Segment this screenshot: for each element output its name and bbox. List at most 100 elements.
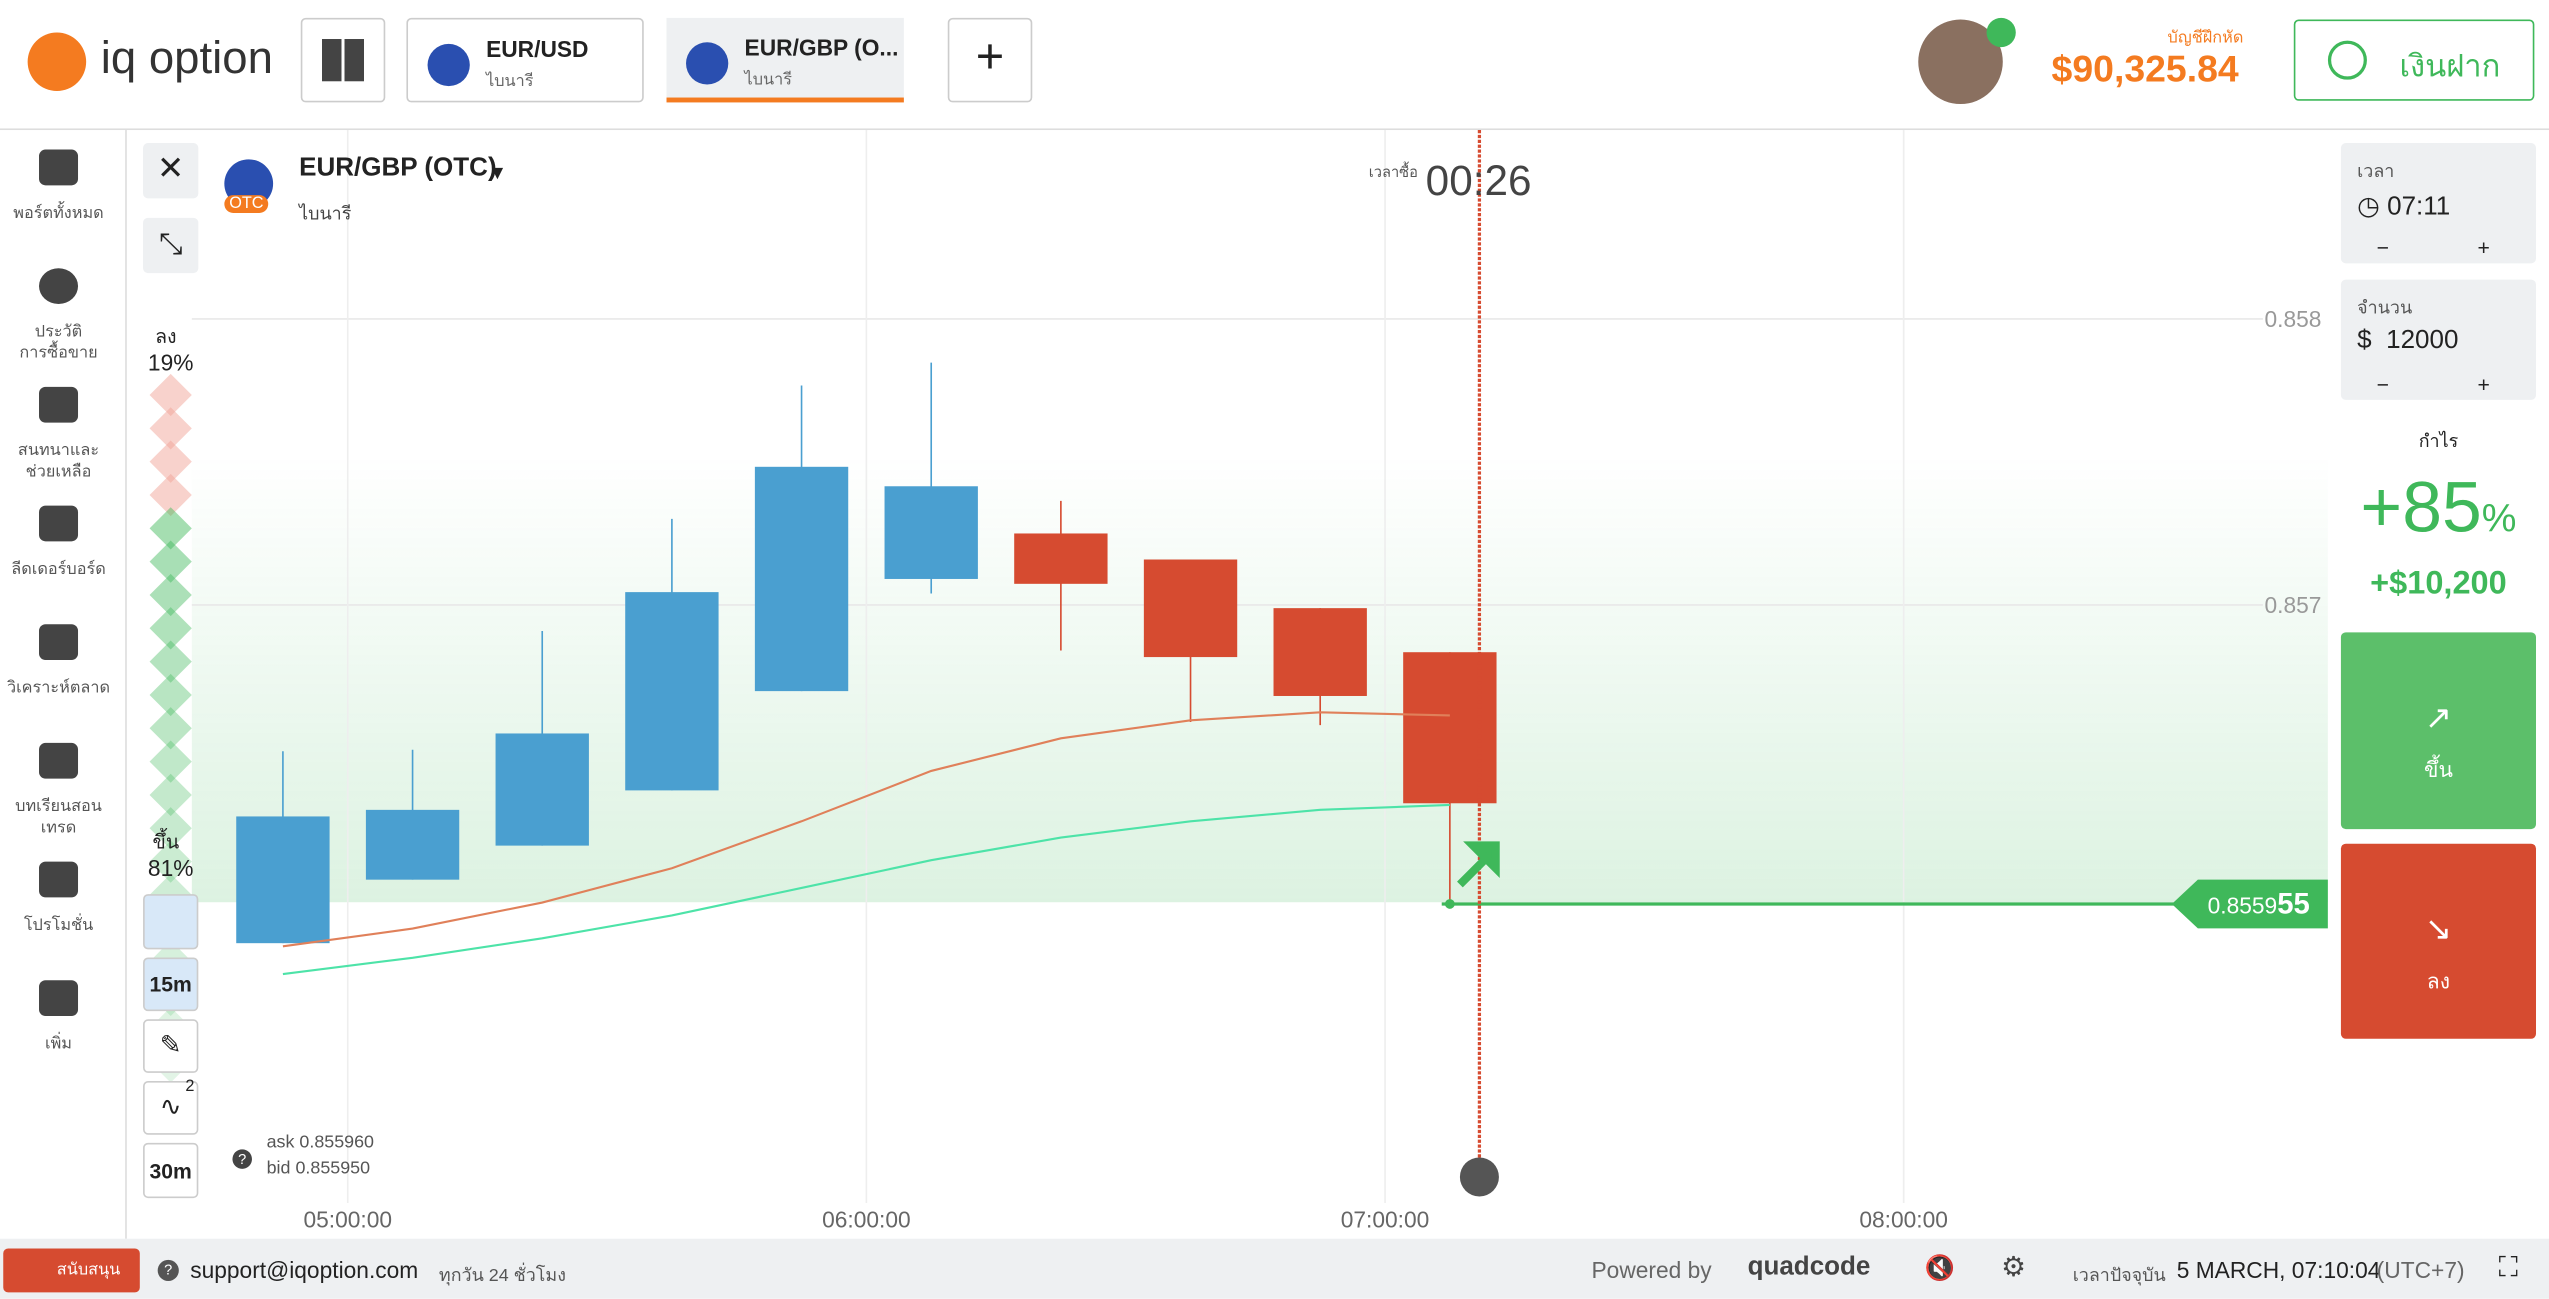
indicators[interactable]: ∿: [143, 1081, 199, 1135]
grid-icon: [321, 39, 365, 82]
candle-body: [1403, 652, 1497, 804]
asset-type: ไบนารี: [299, 204, 352, 225]
support-email[interactable]: support@iqoption.com: [190, 1256, 419, 1283]
sidebar-item[interactable]: บทเรียนสอนเทรด: [15, 798, 102, 838]
tab-name: EUR/USD: [486, 35, 589, 62]
profit-number: +85: [2360, 468, 2482, 548]
sidebar-icon: [39, 980, 79, 1017]
account-label: บัญชีฝึกหัด: [2167, 29, 2244, 48]
support-hours: ทุกวัน 24 ชั่วโมง: [438, 1266, 566, 1286]
profit-label: กำไร: [2418, 432, 2459, 452]
asset-caret[interactable]: ▼: [487, 160, 508, 184]
sidebar-item[interactable]: พอร์ตทั้งหมด: [13, 204, 104, 223]
mute[interactable]: 🔇: [1924, 1254, 1956, 1283]
down-icon: ↘: [2424, 911, 2453, 948]
timer-label: เวลาซื้อ: [1368, 164, 1418, 181]
bid-value: 0.855950: [295, 1159, 371, 1179]
time-plus[interactable]: +: [2477, 235, 2490, 261]
help-icon[interactable]: ?: [232, 1149, 252, 1169]
time-box[interactable]: เวลา ◷ 07:11 − +: [2340, 143, 2536, 264]
current-price-label: 0.855955: [2208, 889, 2310, 921]
grid-button[interactable]: [300, 17, 386, 103]
candle-body: [884, 486, 978, 579]
amount: 12000: [2386, 326, 2459, 355]
profit-amount: +$10,200: [2370, 565, 2507, 602]
candle-body: [625, 592, 719, 791]
collapse[interactable]: ⤡: [143, 217, 199, 274]
y-tick-label: 0.858: [2264, 306, 2321, 332]
chart-period[interactable]: 30m: [143, 1142, 199, 1199]
candle-body: [236, 816, 330, 944]
down-button[interactable]: ↘ ลง: [2340, 843, 2536, 1039]
ask-label: ask: [266, 1133, 295, 1153]
sentiment-diamond: [149, 607, 192, 650]
otc-badge: OTC: [224, 195, 269, 213]
settings[interactable]: ⚙: [2001, 1251, 2026, 1283]
sidebar-icon: [39, 505, 79, 542]
sentiment-down-value: 19%: [147, 349, 194, 376]
draw-tool[interactable]: ✎: [143, 1019, 199, 1073]
sidebar-icon: [39, 624, 79, 661]
tab-type: ไบนารี: [744, 71, 793, 90]
sentiment-diamond: [149, 440, 192, 483]
up-button[interactable]: ↗ ขึ้น: [2340, 632, 2536, 830]
flag: [427, 43, 470, 87]
fullscreen[interactable]: ⛶: [2498, 1251, 2518, 1283]
tab[interactable]: EUR/USD ไบนารี: [406, 17, 644, 103]
amount-box[interactable]: จำนวน $ 12000 − +: [2340, 279, 2536, 400]
chart: 0.857 0.858 05:00:00 06:00:00 07:00:00 08:00:…: [149, 130, 2328, 1232]
chart-type[interactable]: [143, 894, 199, 950]
footer: [0, 1238, 2549, 1299]
help: ?: [157, 1259, 179, 1282]
sidebar-icon: [39, 861, 79, 898]
add-tab[interactable]: +: [947, 17, 1033, 103]
sidebar-item[interactable]: โปรโมชั่น: [23, 916, 94, 935]
sentiment-up-label: ขึ้น: [152, 830, 180, 854]
up-label: ขึ้น: [2424, 757, 2453, 782]
sidebar-item[interactable]: เพิ่ม: [45, 1035, 73, 1054]
asset-name[interactable]: EUR/GBP (OTC): [299, 154, 497, 183]
candle-body: [1143, 559, 1238, 658]
time-minus[interactable]: −: [2376, 235, 2390, 261]
sentiment-diamond: [149, 773, 192, 817]
candle-body: [365, 809, 460, 880]
time-value: ◷ 07:11: [2357, 193, 2451, 222]
deposit-button[interactable]: เงินฝาก: [2293, 19, 2535, 101]
sentiment-diamond: [149, 407, 192, 450]
flag: [686, 42, 729, 85]
brand: quadcode: [1747, 1253, 1871, 1282]
timeframe[interactable]: 15m: [143, 957, 199, 1012]
trend-arrow: [1457, 841, 1500, 888]
sidebar-item[interactable]: สนทนาและ ช่วยเหลือ: [17, 442, 100, 482]
sidebar-border: [125, 130, 127, 1239]
verified: [1986, 17, 2016, 48]
current-price-tag: [2171, 879, 2328, 929]
logo-icon: [27, 32, 87, 92]
x-tick-label: 05:00:00: [303, 1206, 392, 1232]
profit-percent: +85%: [2341, 468, 2536, 549]
amount-minus[interactable]: −: [2376, 372, 2390, 397]
sidebar-item[interactable]: วิเคราะห์ตลาด: [6, 679, 111, 698]
sentiment-diamond: [149, 807, 192, 850]
price-main: 0.8559: [2208, 893, 2278, 919]
candle-body: [1273, 608, 1367, 696]
bid: bid 0.855950: [267, 1159, 370, 1179]
close-chart[interactable]: ✕: [143, 143, 199, 199]
sentiment-diamond: [149, 840, 192, 883]
sentiment-diamond: [149, 673, 192, 717]
current-time: 5 MARCH, 07:10:04: [2176, 1256, 2381, 1283]
balance[interactable]: $90,325.84: [2051, 47, 2239, 90]
y-tick-label: 0.857: [2264, 592, 2321, 618]
tab-active[interactable]: EUR/GBP (O... ไบนารี: [666, 17, 904, 103]
sidebar-item[interactable]: ลีดเดอร์บอร์ด: [11, 560, 106, 579]
deposit-label: เงินฝาก: [2399, 50, 2501, 85]
sidebar-item[interactable]: ประวัติ การซื้อขาย: [19, 323, 98, 363]
candle-body: [1014, 533, 1108, 584]
bid-label: bid: [266, 1159, 291, 1179]
sentiment-diamond: [149, 473, 192, 517]
logo[interactable]: iq option: [100, 32, 273, 83]
support-button[interactable]: สนับสนุน: [3, 1248, 140, 1293]
amount-plus[interactable]: +: [2477, 372, 2490, 397]
price-end: 55: [2277, 889, 2310, 921]
